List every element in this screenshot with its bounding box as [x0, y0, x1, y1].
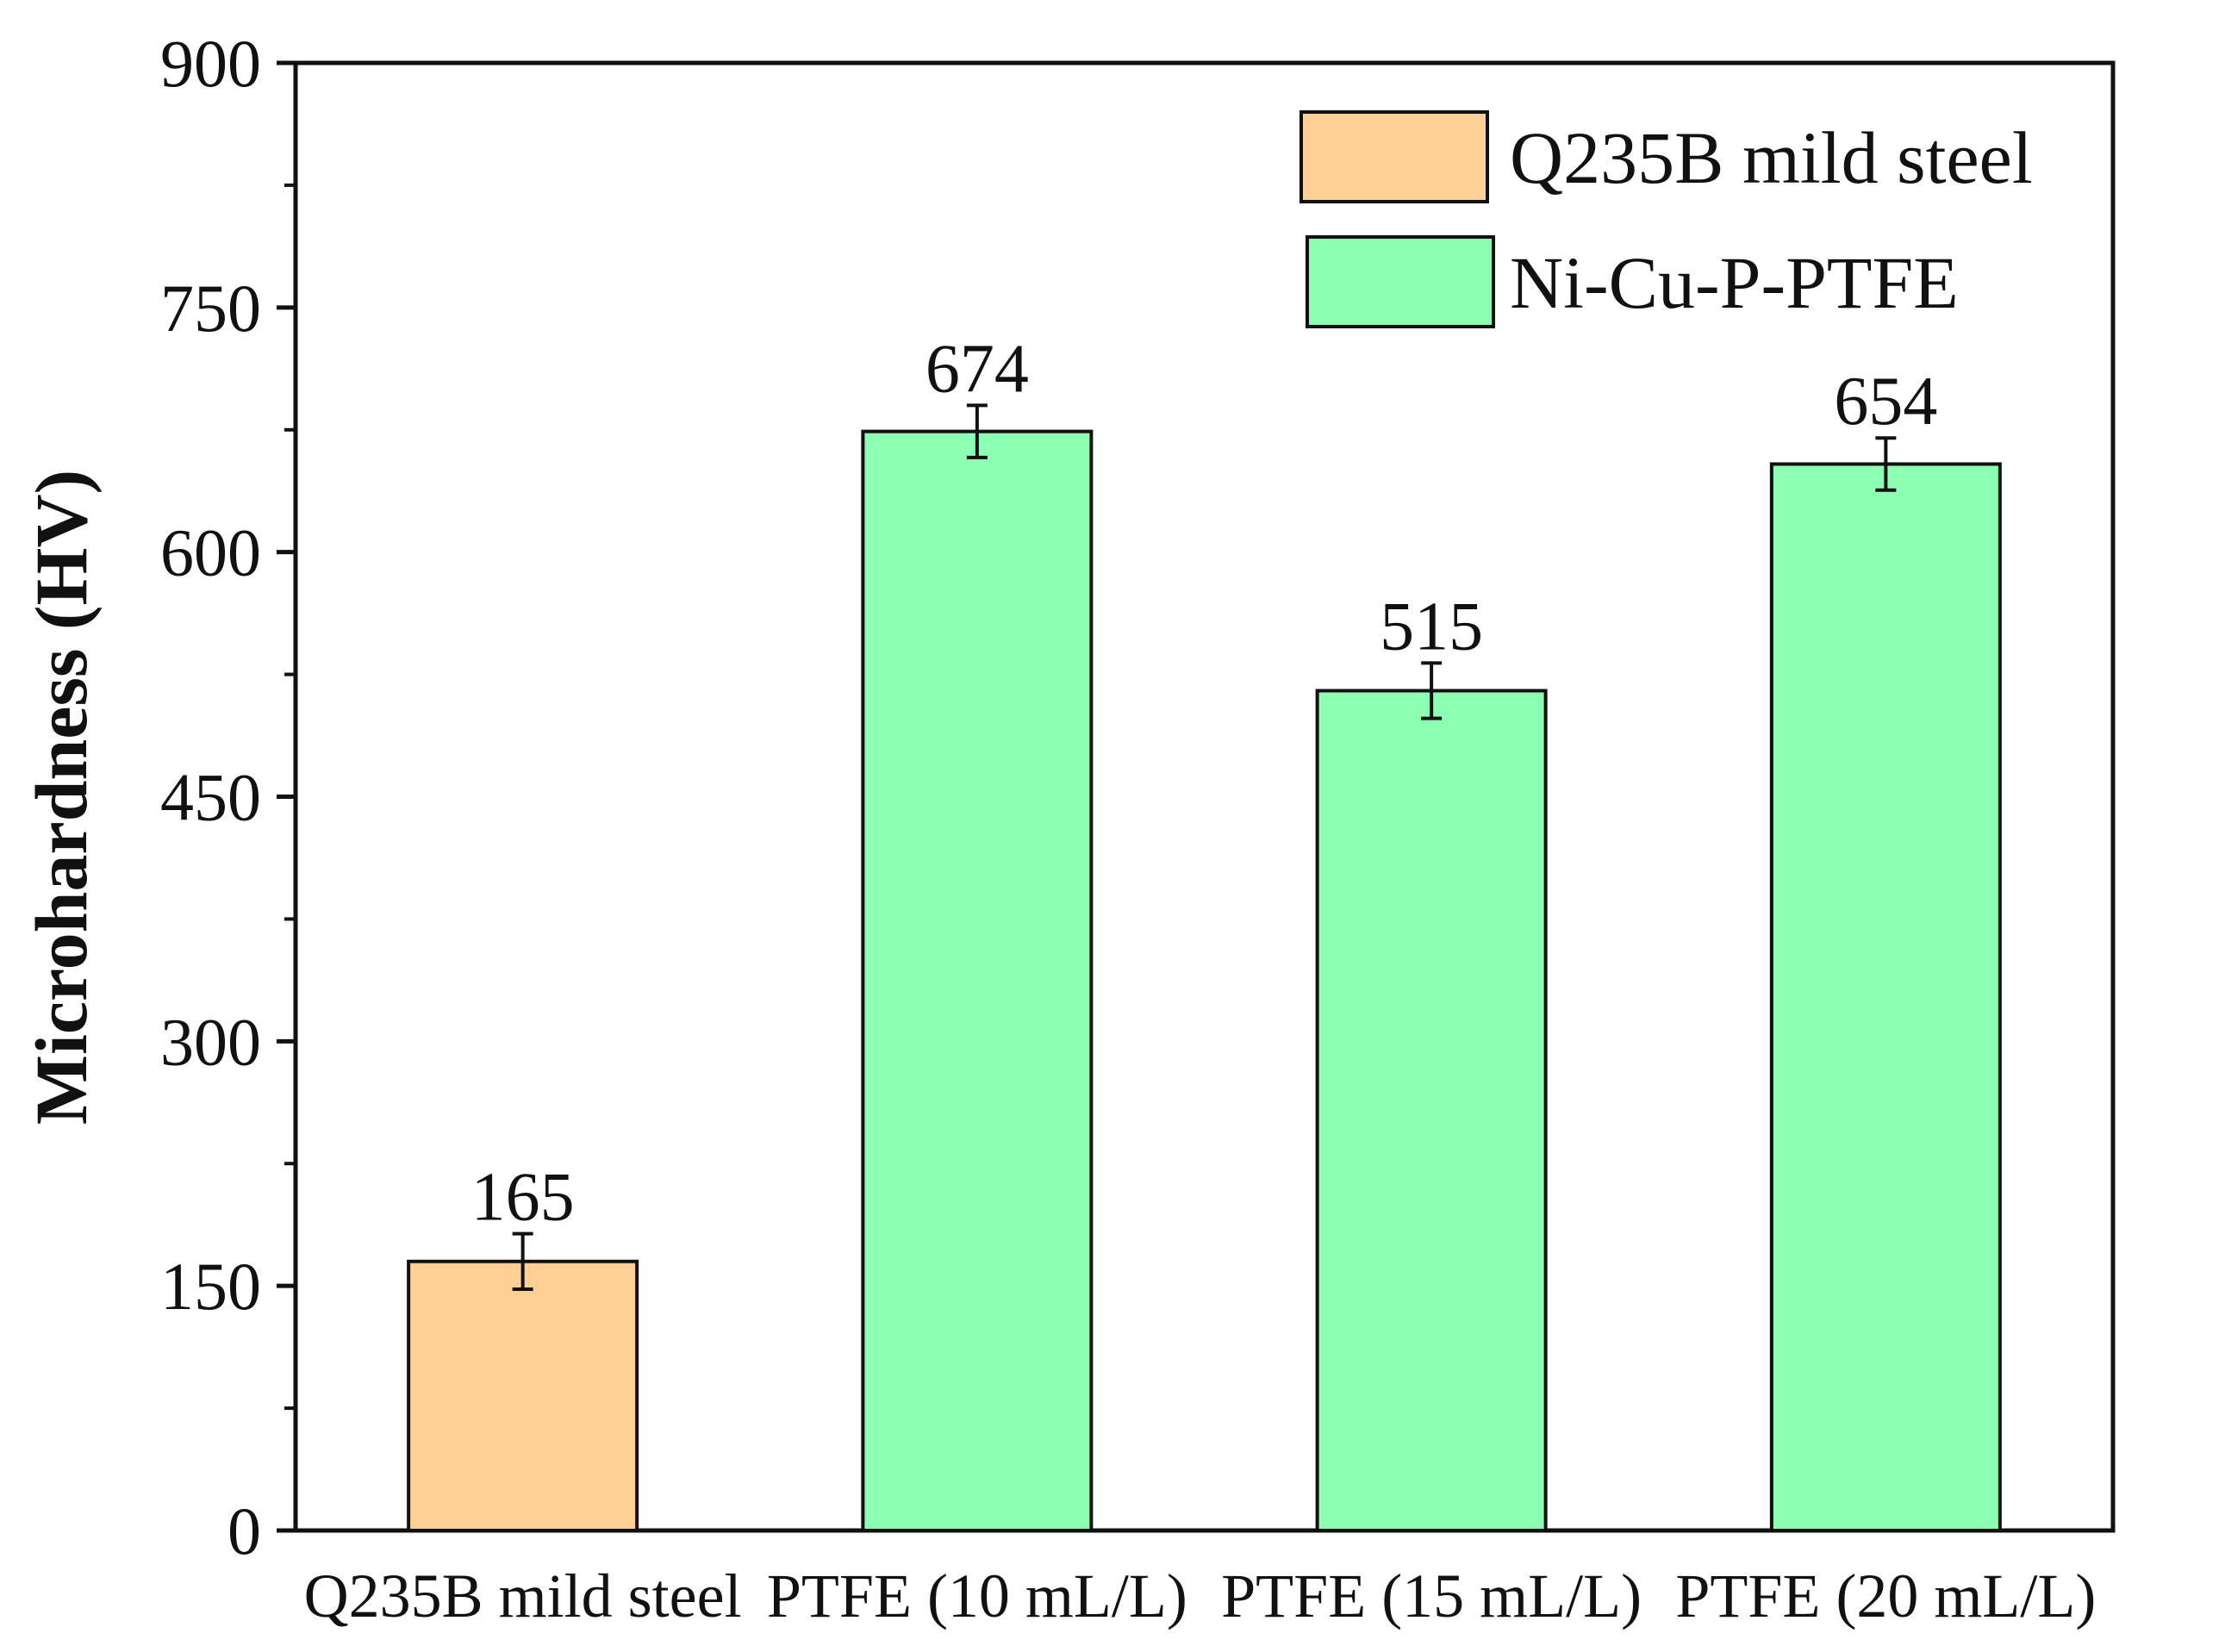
y-tick-label: 750: [160, 271, 261, 346]
bar-3: [1315, 689, 1548, 1532]
x-tick-label: PTFE (10 mL/L): [767, 1562, 1187, 1630]
bar-4: [1769, 462, 2002, 1532]
bar-2: [861, 429, 1094, 1532]
data-label: 165: [471, 1160, 575, 1236]
legend-label-ni-cu-p-ptfe: Ni-Cu-P-PTFE: [1510, 241, 1959, 324]
y-tick-label: 300: [160, 1004, 261, 1079]
legend-label-q235b: Q235B mild steel: [1510, 116, 2033, 199]
x-tick-label: Q235B mild steel: [304, 1562, 742, 1630]
bar-1: [407, 1259, 639, 1532]
y-tick-label: 450: [160, 760, 261, 835]
y-tick-label: 0: [227, 1493, 261, 1568]
y-tick-label: 150: [160, 1249, 261, 1324]
data-label: 654: [1834, 364, 1937, 439]
y-axis-label: Microhardness (HV): [20, 470, 103, 1125]
y-tick-label: 900: [160, 26, 261, 101]
legend-swatch-ni-cu-p-ptfe: [1306, 235, 1495, 328]
legend-swatch-q235b: [1299, 110, 1489, 203]
data-label: 515: [1380, 589, 1483, 664]
y-tick-label: 600: [160, 515, 261, 590]
legend: Q235B mild steel Ni-Cu-P-PTFE: [1299, 110, 2033, 328]
x-tick-label: PTFE (15 mL/L): [1221, 1562, 1642, 1630]
x-tick-label: PTFE (20 mL/L): [1675, 1562, 2096, 1630]
data-label: 674: [926, 331, 1029, 407]
